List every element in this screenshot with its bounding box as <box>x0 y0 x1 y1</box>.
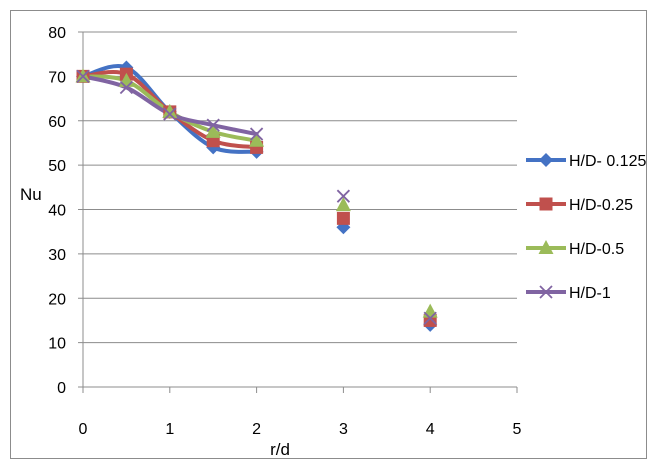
data-point-series-3 <box>335 197 351 212</box>
data-point-series-4 <box>336 189 351 203</box>
legend-marker <box>539 285 553 299</box>
data-point-series-4 <box>423 311 437 325</box>
y-tick-label: 60 <box>48 114 66 131</box>
y-tick-label: 50 <box>48 158 66 175</box>
series-layer <box>75 60 438 332</box>
y-tick-label: 0 <box>57 380 66 397</box>
legend-item: H/D- 0.125 <box>526 153 646 170</box>
x-marker-stroke <box>539 285 553 299</box>
legend: H/D- 0.125 H/D-0.25 H/D-0.5 H/D-1 <box>526 153 646 302</box>
x-marker-stroke <box>76 69 90 84</box>
legend-item: H/D-1 <box>526 285 611 302</box>
data-point-series-2 <box>336 211 350 225</box>
y-tick-label: 10 <box>48 336 66 353</box>
x-tick-label: 3 <box>339 421 348 438</box>
data-point-series-4 <box>206 118 220 132</box>
legend-marker <box>539 197 553 211</box>
x-tick-label: 2 <box>252 421 261 438</box>
y-tick-label: 30 <box>48 247 66 264</box>
y-tick-label: 70 <box>48 69 66 86</box>
axis-layer: 0 10 20 30 40 50 60 70 80 0 1 2 3 4 5 <box>48 25 521 438</box>
x-tick-label: 0 <box>79 421 88 438</box>
y-tick-label: 40 <box>48 203 66 220</box>
y-tick-label: 80 <box>48 25 66 42</box>
x-marker-stroke <box>119 80 134 95</box>
data-point-series-3 <box>249 132 265 147</box>
x-marker-stroke <box>163 107 177 121</box>
data-point-series-4 <box>163 107 177 121</box>
data-point-series-4 <box>76 69 90 84</box>
legend-item: H/D-0.5 <box>526 240 624 258</box>
y-tick-label: 20 <box>48 291 66 308</box>
legend-marker <box>539 153 553 167</box>
x-marker-stroke <box>423 311 437 325</box>
x-marker-stroke <box>336 189 351 203</box>
data-point-series-4 <box>119 80 134 95</box>
data-point-series-3 <box>162 103 178 118</box>
y-axis-title: Nu <box>20 185 42 204</box>
data-point-series-3 <box>205 123 221 138</box>
x-tick-label: 5 <box>513 421 522 438</box>
legend-label: H/D-0.25 <box>569 197 633 214</box>
grid-layer <box>83 31 517 344</box>
x-marker-stroke <box>249 127 264 141</box>
x-marker-stroke <box>206 118 220 132</box>
legend-label: H/D-0.5 <box>569 241 624 258</box>
x-axis-title: r/d <box>270 440 290 459</box>
x-tick-label: 4 <box>426 421 435 438</box>
legend-marker <box>538 240 554 254</box>
legend-item: H/D-0.25 <box>526 197 633 214</box>
legend-label: H/D- 0.125 <box>569 153 646 170</box>
x-tick-label: 1 <box>165 421 174 438</box>
legend-label: H/D-1 <box>569 285 611 302</box>
data-point-series-4 <box>249 127 264 141</box>
